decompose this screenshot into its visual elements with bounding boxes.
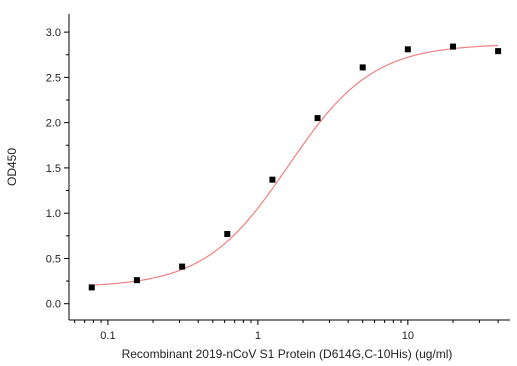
x-tick-label: 10 — [402, 330, 414, 342]
data-point — [449, 43, 456, 50]
y-tick-label: 0.5 — [46, 253, 61, 265]
data-point — [133, 277, 140, 284]
data-point — [359, 64, 366, 71]
y-tick-label: 2.5 — [46, 72, 61, 84]
data-point — [88, 284, 95, 291]
y-ticks: 0.0 0.5 1.0 1.5 2.0 2.5 3.0 — [46, 27, 69, 311]
y-tick-label: 1.0 — [46, 208, 61, 220]
data-point — [179, 263, 186, 270]
axes — [68, 14, 510, 321]
data-points — [88, 43, 502, 291]
y-tick-label: 0.0 — [46, 299, 61, 311]
y-axis-title: OD450 — [5, 148, 19, 186]
data-point — [314, 115, 321, 122]
data-point — [495, 48, 502, 55]
y-tick-label: 2.0 — [46, 118, 61, 130]
x-tick-label: 1 — [255, 330, 261, 342]
y-tick-label: 3.0 — [46, 27, 61, 39]
data-point — [404, 46, 411, 53]
x-ticks: 0.1 1 10 — [74, 320, 499, 342]
y-tick-label: 1.5 — [46, 163, 61, 175]
data-point — [224, 230, 231, 237]
x-tick-label: 0.1 — [100, 330, 115, 342]
fit-curve — [91, 44, 499, 286]
x-axis-title: Recombinant 2019-nCoV S1 Protein (D614G,… — [122, 347, 453, 361]
data-point — [269, 176, 276, 183]
